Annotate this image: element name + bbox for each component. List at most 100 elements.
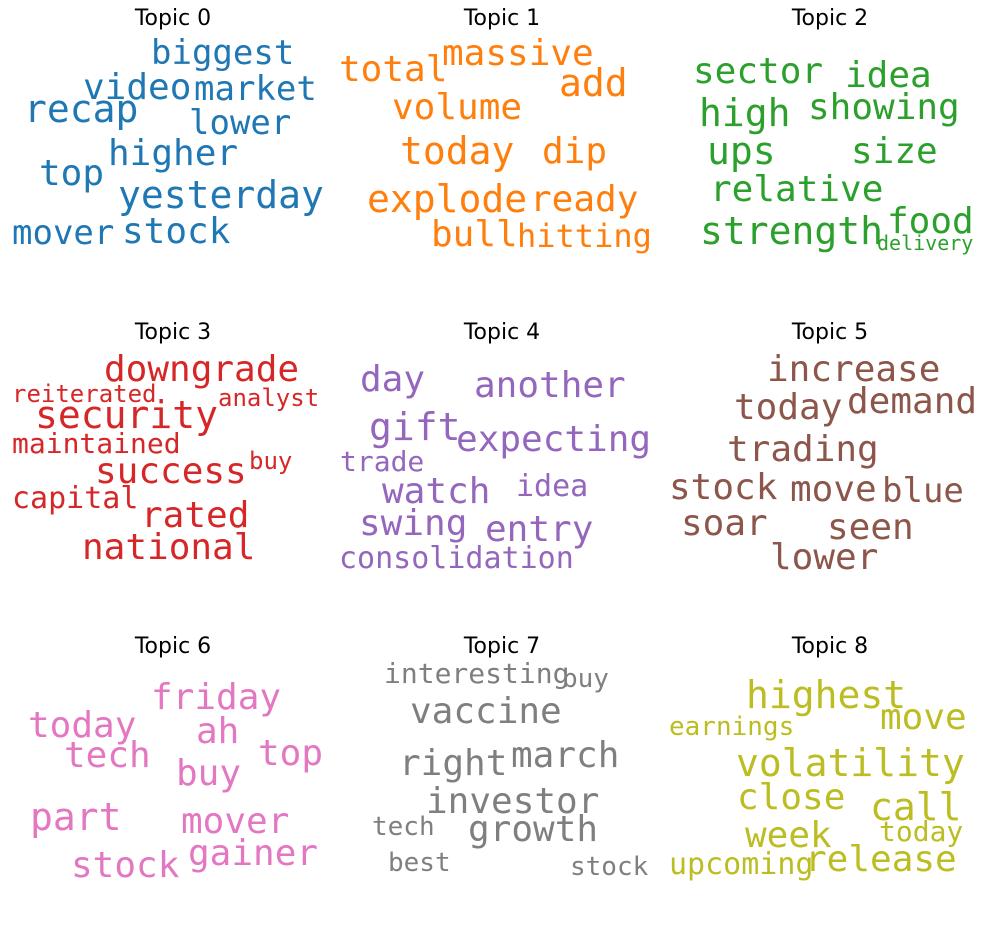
cloud-word: idea [845, 55, 932, 96]
cloud-word: move [790, 469, 877, 510]
topic-title: Topic 1 [463, 6, 541, 31]
cloud-word: success [95, 451, 247, 492]
topic-title: Topic 6 [134, 634, 212, 659]
topic-wordcloud-5: Topic 5 increase today demand trading stock mo… [665, 314, 990, 614]
cloud-word: swing [359, 503, 468, 544]
cloud-word: relative [710, 169, 884, 210]
cloud-word: lower [770, 537, 879, 578]
cloud-word: investor [426, 781, 600, 822]
topic-title: Topic 5 [791, 320, 869, 345]
cloud-word: upcoming [669, 847, 814, 882]
cloud-word: analyst [218, 384, 320, 412]
cloud-word: close [737, 777, 846, 818]
topic-title: Topic 4 [463, 320, 541, 345]
cloud-word: recap [24, 87, 139, 131]
cloud-word: trade [340, 445, 425, 478]
cloud-word: ah [196, 711, 240, 752]
cloud-word: size [851, 131, 938, 172]
cloud-word: reiterated [12, 380, 157, 408]
cloud-word: hitting [517, 217, 652, 255]
cloud-word: yesterday [118, 173, 324, 217]
cloud-word: lower [189, 103, 292, 143]
cloud-word: interesting [384, 657, 570, 690]
cloud-word: best [388, 848, 451, 878]
topic-wordcloud-6: Topic 6 friday today ah top tech buy part mover g… [8, 628, 338, 928]
cloud-word: massive [442, 33, 594, 74]
cloud-word: buy [562, 664, 609, 694]
cloud-word: tech [64, 735, 151, 776]
cloud-word: part [30, 795, 122, 839]
cloud-word: seen [827, 507, 914, 548]
cloud-word: volume [392, 87, 523, 128]
cloud-word: gift [369, 405, 461, 449]
cloud-word: ups [707, 129, 776, 173]
cloud-word: dip [542, 131, 608, 172]
cloud-word: move [880, 697, 967, 738]
cloud-word: entry [485, 509, 594, 550]
cloud-word: friday [151, 677, 282, 718]
cloud-word: call [870, 785, 962, 829]
cloud-word: highest [746, 673, 907, 717]
cloud-word: expecting [456, 419, 652, 460]
cloud-word: today [879, 815, 964, 848]
cloud-word: watch [382, 471, 491, 512]
cloud-word: sector [693, 51, 824, 92]
cloud-word: video [83, 67, 192, 108]
cloud-word: increase [767, 349, 941, 390]
topic-title: Topic 3 [134, 320, 212, 345]
cloud-word: stock [122, 211, 231, 252]
cloud-word: soar [681, 503, 768, 544]
cloud-word: mover [181, 801, 290, 842]
cloud-word: buy [176, 753, 242, 794]
cloud-word: stock [71, 845, 180, 886]
topic-wordcloud-0: Topic 0 biggest video market recap lower highe… [8, 0, 338, 300]
cloud-word: national [82, 527, 256, 568]
cloud-word: right [399, 743, 508, 784]
cloud-word: maintained [12, 427, 181, 460]
cloud-word: release [805, 839, 957, 880]
cloud-word: gainer [188, 833, 319, 874]
cloud-word: demand [847, 381, 978, 422]
cloud-word: stock [669, 467, 778, 508]
cloud-word: high [699, 91, 791, 135]
topic-wordcloud-1: Topic 1 massive total add volume today dip expl… [337, 0, 667, 300]
cloud-word: explode [367, 177, 528, 221]
cloud-word: consolidation [339, 541, 574, 576]
cloud-word: capital [12, 481, 139, 516]
cloud-word: another [474, 365, 626, 406]
cloud-word: volatility [736, 741, 965, 785]
cloud-word: blue [882, 471, 964, 511]
cloud-word: today [734, 387, 843, 428]
cloud-word: idea [516, 469, 589, 504]
cloud-word: vaccine [410, 691, 562, 732]
cloud-word: top [258, 733, 324, 774]
cloud-word: delivery [877, 231, 974, 255]
topic-title: Topic 7 [463, 634, 541, 659]
cloud-word: day [360, 359, 426, 400]
cloud-word: market [194, 69, 317, 109]
topic-wordcloud-3: Topic 3 downgrade reiterated analyst securit… [8, 314, 338, 614]
topic-title: Topic 0 [134, 6, 212, 31]
cloud-word: strength [700, 209, 884, 253]
topic-wordcloud-2: Topic 2 sector idea high showing ups size relat… [665, 0, 990, 300]
cloud-word: mover [12, 213, 115, 253]
cloud-word: tech [372, 812, 435, 842]
cloud-word: today [400, 129, 515, 173]
cloud-word: security [35, 393, 219, 437]
cloud-word: stock [570, 852, 649, 882]
cloud-word: earnings [669, 712, 795, 742]
topic-wordcloud-7: Topic 7 interesting buy vaccine right march in… [337, 628, 667, 928]
cloud-word: downgrade [104, 349, 300, 390]
cloud-word: ready [530, 179, 639, 220]
cloud-word: today [28, 705, 137, 746]
topic-title: Topic 2 [791, 6, 869, 31]
topic-title: Topic 8 [791, 634, 869, 659]
cloud-word: bull [431, 214, 518, 255]
topic-wordcloud-4: Topic 4 day another gift expecting trade watch… [337, 314, 667, 614]
cloud-word: showing [808, 87, 960, 128]
cloud-word: rated [141, 495, 250, 536]
cloud-word: food [887, 201, 974, 242]
cloud-word: higher [108, 133, 239, 174]
topic-wordcloud-8: Topic 8 highest earnings move volatility clos… [665, 628, 990, 928]
cloud-word: top [39, 153, 105, 194]
